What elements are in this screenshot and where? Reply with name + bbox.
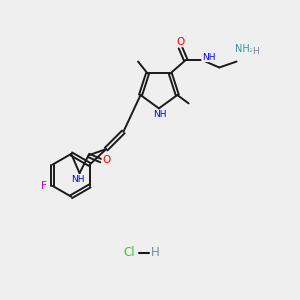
Text: NH: NH [202,52,215,62]
Text: F: F [41,181,47,191]
Text: H: H [252,47,259,56]
Text: NH₂: NH₂ [235,44,254,54]
Text: O: O [102,155,110,165]
Text: NH: NH [153,110,166,119]
Text: NH: NH [71,175,85,184]
Text: H: H [151,246,160,259]
Text: Cl: Cl [123,246,135,259]
Text: O: O [177,37,185,46]
